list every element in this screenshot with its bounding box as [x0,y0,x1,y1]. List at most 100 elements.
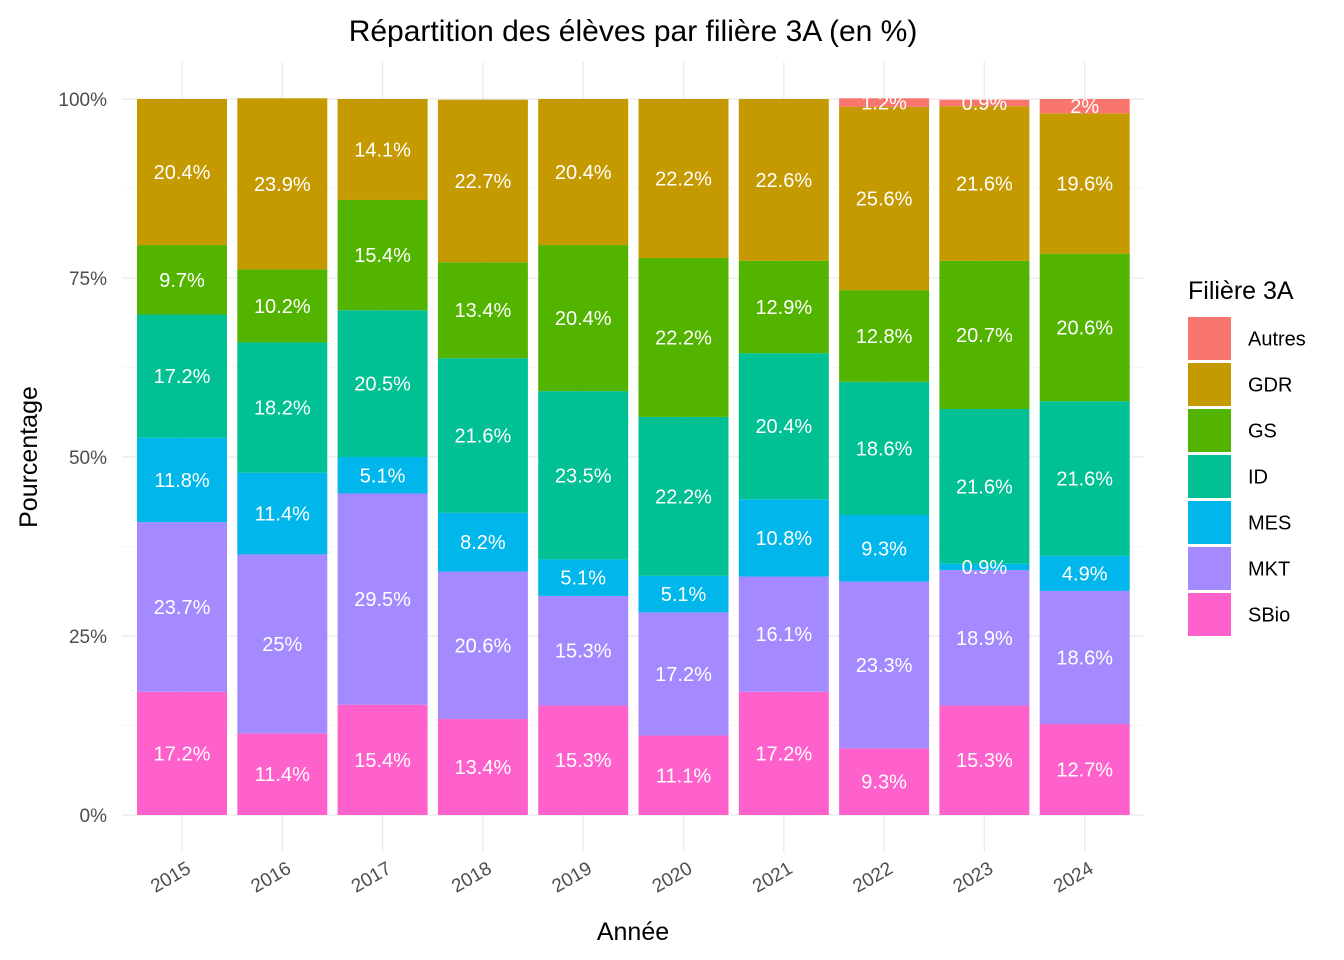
data-label: 15.3% [956,750,1013,772]
bar-segment-mes [137,437,227,523]
data-label: 11.4% [255,764,310,786]
data-label: 12.9% [755,297,812,319]
bar-segment-autres [839,98,930,107]
bar-segment-id [437,358,528,513]
bar-segment-sbio [538,705,629,815]
bar-segment-gdr [1039,113,1130,254]
x-tick-label: 2019 [549,858,596,897]
bar-segment-gdr [939,106,1030,261]
data-label: 17.2% [655,664,712,686]
data-label: 20.6% [1056,317,1113,339]
data-label: 21.6% [956,476,1013,498]
data-label: 20.4% [755,416,812,438]
x-tick-label: 2015 [147,858,194,897]
legend: Filière 3A Autres GDR GS ID MES MKT SBio [1188,277,1306,636]
data-label: 25% [262,634,302,656]
data-label: 22.6% [755,170,812,192]
bar-labels: 17.2% 23.7% 11.8% 17.2% 9.7% 20.4% 11.4% 25% 11.… [154,93,1114,794]
bar-segment-mkt [939,570,1030,706]
data-label: 18.9% [956,628,1013,650]
y-tick-label: 100% [58,90,107,111]
legend-key-sbio [1188,593,1231,636]
data-label: 21.6% [455,426,512,448]
data-label: 20.4% [154,162,211,184]
bar-segment-sbio [437,719,528,815]
bar-segment-gs [738,260,829,354]
legend-title: Filière 3A [1188,277,1294,305]
data-label: 11.4% [255,504,310,526]
data-label: 20.6% [455,635,512,657]
data-label: 10.2% [254,296,311,318]
bar-segment-gs [137,245,227,315]
bar-segment-gs [839,290,930,382]
x-tick-label: 2023 [950,858,997,897]
bar-segment-sbio [939,705,1030,815]
data-label: 17.2% [154,366,211,388]
bar-segment-id [738,353,829,500]
bar-segment-gdr [437,99,528,263]
bar-segment-sbio [337,704,428,815]
bar-segment-mes [738,499,829,577]
data-label: 0.9% [962,557,1008,579]
bar-segment-gs [437,262,528,359]
bar-segment-gdr [538,99,629,246]
bar-segment-gs [237,269,328,343]
bar-segment-id [839,381,930,515]
data-label: 4.9% [1062,563,1108,585]
bar-segment-mkt [1039,590,1130,725]
legend-label: GDR [1248,375,1292,397]
data-label: 9.7% [159,270,205,292]
bar-segment-mes [839,514,930,582]
legend-label: GS [1248,421,1277,443]
bar-segment-sbio [237,733,328,815]
x-axis-title: Année [597,918,669,946]
data-label: 23.3% [856,655,913,677]
y-tick-label: 75% [69,269,107,290]
legend-label: MES [1248,513,1291,535]
legend-key-mes [1188,501,1231,544]
x-tick-label: 2022 [849,858,896,897]
bar-segment-gdr [237,98,328,270]
data-label: 5.1% [360,465,406,487]
data-label: 15.4% [354,245,411,267]
data-label: 13.4% [455,300,512,322]
legend-key-gs [1188,409,1231,452]
bar-segment-gs [939,260,1030,410]
legend-key-id [1188,455,1231,498]
data-label: 9.3% [861,538,907,560]
bar-segment-mes [638,575,729,613]
legend-key-mkt [1188,547,1231,590]
data-label: 20.4% [555,162,612,184]
data-label: 15.4% [354,750,411,772]
y-tick-label: 0% [80,806,108,827]
data-label: 1.2% [861,93,907,115]
data-label: 29.5% [354,589,411,611]
x-tick-label: 2020 [649,858,696,897]
bar-segment-mes [939,563,1030,571]
chart-title: Répartition des élèves par filière 3A (e… [349,15,918,48]
x-tick-label: 2018 [448,858,495,897]
data-label: 17.2% [154,743,211,765]
data-label: 15.3% [555,750,612,772]
bar-segment-gdr [738,99,829,261]
data-label: 13.4% [455,757,512,779]
bar-segment-sbio [638,735,729,815]
data-label: 5.1% [661,584,707,606]
bar-segment-mkt [137,522,227,692]
bar-segment-gs [638,257,729,417]
x-tick-label: 2017 [348,858,395,897]
data-label: 21.6% [956,173,1013,195]
data-label: 12.8% [856,326,913,348]
data-label: 20.5% [354,374,411,396]
bar-segment-mes [1039,555,1130,591]
data-label: 18.6% [1056,647,1113,669]
bar-segment-mkt [839,581,930,749]
data-label: 25.6% [856,189,913,211]
bar-segment-mes [237,472,328,555]
data-label: 15.3% [555,641,612,663]
data-label: 18.2% [254,398,311,420]
x-tick-label: 2021 [749,858,796,897]
legend-label: SBio [1248,605,1290,627]
